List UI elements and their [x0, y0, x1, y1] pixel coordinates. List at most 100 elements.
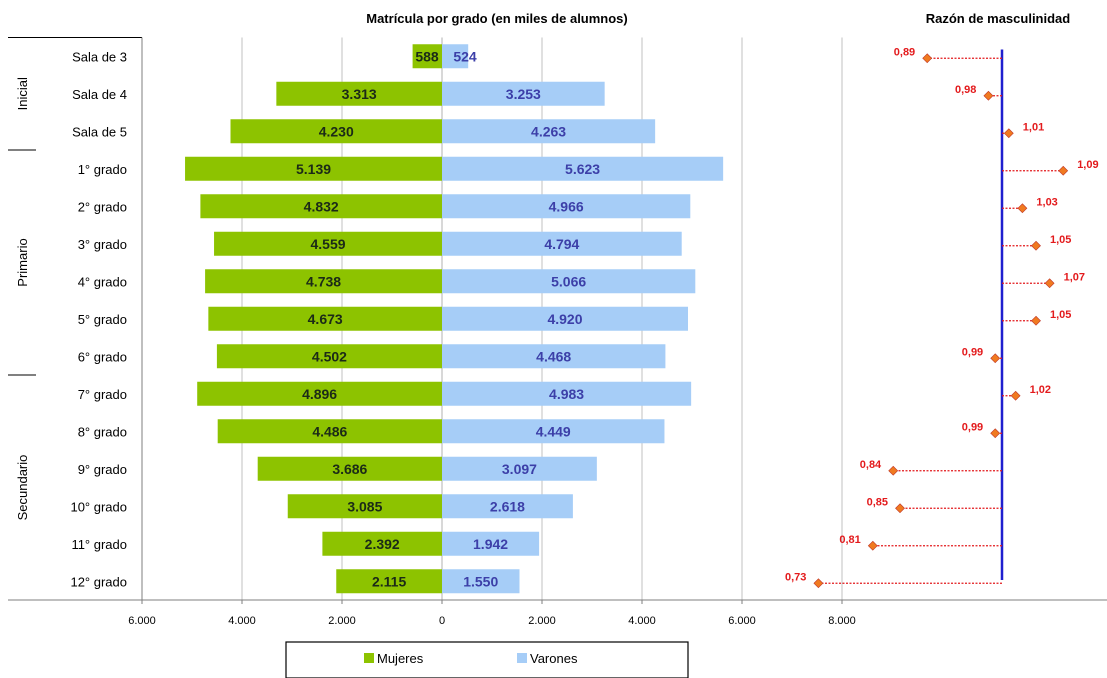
category-label-7-grado: 7° grado: [78, 387, 127, 402]
legend: Mujeres Varones: [285, 641, 689, 678]
data-label-mujeres-9-grado: 3.686: [332, 461, 367, 477]
data-label-varones-8-grado: 4.449: [536, 423, 571, 439]
bar-varones-4-grado: [442, 269, 696, 294]
bar-mujeres-1-grado: [185, 156, 443, 181]
data-label-varones-3-grado: 4.794: [544, 236, 579, 252]
ratio-label-8-grado: 0,99: [962, 421, 983, 433]
pyramid-title: Matrícula por grado (en miles de alumnos…: [366, 11, 628, 26]
bar-varones-10-grado: [442, 494, 573, 519]
group-label-primario: Primario: [15, 238, 30, 286]
data-label-mujeres-1-grado: 5.139: [296, 161, 331, 177]
ratio-marker-sala-de-3: [922, 53, 933, 64]
data-label-varones-6-grado: 4.468: [536, 348, 571, 364]
bar-mujeres-6-grado: [216, 344, 442, 369]
x-tick-label: 4.000: [228, 615, 256, 627]
legend-box: [285, 641, 689, 678]
ratio-marker-2-grado: [1017, 203, 1028, 214]
data-label-mujeres-3-grado: 4.559: [311, 236, 346, 252]
category-label-sala-de-5: Sala de 5: [72, 124, 127, 139]
group-label-secundario: Secundario: [15, 455, 30, 521]
category-label-10-grado: 10° grado: [70, 499, 127, 514]
ratio-marker-10-grado: [895, 503, 905, 514]
ratio-label-2-grado: 1,03: [1036, 196, 1057, 208]
bar-varones-9-grado: [442, 456, 597, 481]
ratio-label-5-grado: 1,05: [1050, 309, 1071, 321]
bar-varones-sala-de-3: [442, 44, 469, 69]
data-label-mujeres-sala-de-3: 588: [415, 48, 439, 64]
ratio-title: Razón de masculinidad: [926, 11, 1071, 26]
category-labels: Sala de 3 Sala de 4 Sala de 5 1° grado 2° gr…: [70, 49, 127, 589]
category-label-8-grado: 8° grado: [78, 424, 127, 439]
bar-varones-sala-de-4: [442, 81, 605, 106]
bar-mujeres-sala-de-5: [230, 119, 442, 144]
bar-mujeres-12-grado: [336, 569, 442, 594]
x-tick-label: 4.000: [628, 615, 656, 627]
ratio-label-11-grado: 0,81: [839, 534, 860, 546]
ratio-label-sala-de-5: 1,01: [1023, 121, 1044, 133]
bar-mujeres-5-grado: [208, 306, 442, 331]
x-axis-ticks: 6.000 4.000 2.000 0 2.000 4.000 6.000 8.000: [128, 600, 856, 627]
legend-label-mujeres: Mujeres: [377, 651, 424, 666]
data-label-varones-10-grado: 2.618: [490, 498, 525, 514]
data-label-mujeres-sala-de-4: 3.313: [342, 86, 377, 102]
bar-mujeres-3-grado: [214, 231, 442, 256]
ratio-marker-3-grado: [1031, 240, 1041, 251]
bar-mujeres-7-grado: [197, 381, 442, 406]
bar-varones-5-grado: [442, 306, 688, 331]
bar-mujeres-sala-de-4: [276, 81, 442, 106]
data-label-mujeres-10-grado: 3.085: [347, 498, 382, 514]
bar-varones-6-grado: [442, 344, 666, 369]
category-label-5-grado: 5° grado: [78, 312, 127, 327]
data-label-mujeres-sala-de-5: 4.230: [319, 123, 354, 139]
ratio-marker-sala-de-4: [983, 90, 994, 101]
bar-mujeres-10-grado: [287, 494, 442, 519]
x-tick-label: 8.000: [828, 615, 856, 627]
data-label-varones-sala-de-5: 4.263: [531, 123, 566, 139]
legend-swatch-mujeres: [364, 653, 374, 663]
x-tick-label: 6.000: [128, 615, 156, 627]
data-label-varones-1-grado: 5.623: [565, 161, 600, 177]
data-label-varones-4-grado: 5.066: [551, 273, 586, 289]
ratio-marker-9-grado: [888, 465, 899, 476]
data-label-varones-sala-de-4: 3.253: [506, 86, 541, 102]
ratio-label-7-grado: 1,02: [1030, 384, 1051, 396]
data-label-varones-12-grado: 1.550: [463, 573, 498, 589]
bar-mujeres-sala-de-3: [412, 44, 442, 69]
data-label-varones-7-grado: 4.983: [549, 386, 584, 402]
ratio-label-9-grado: 0,84: [860, 459, 882, 471]
data-label-mujeres-5-grado: 4.673: [308, 311, 343, 327]
category-label-3-grado: 3° grado: [78, 237, 127, 252]
legend-label-varones: Varones: [530, 651, 578, 666]
category-label-1-grado: 1° grado: [78, 162, 127, 177]
bar-varones-11-grado: [442, 531, 540, 556]
data-label-varones-2-grado: 4.966: [549, 198, 584, 214]
ratio-marker-8-grado: [990, 428, 1001, 439]
data-label-varones-sala-de-3: 524: [453, 48, 477, 64]
ratio-label-1-grado: 1,09: [1077, 159, 1098, 171]
group-labels: Inicial Primario Secundario: [15, 77, 30, 520]
category-label-2-grado: 2° grado: [78, 199, 127, 214]
bar-mujeres-11-grado: [322, 531, 442, 556]
bar-mujeres-9-grado: [257, 456, 442, 481]
bar-mujeres-8-grado: [217, 419, 442, 444]
data-label-varones-11-grado: 1.942: [473, 536, 508, 552]
ratio-marker-11-grado: [867, 540, 878, 551]
bar-varones-7-grado: [442, 381, 692, 406]
category-label-9-grado: 9° grado: [78, 462, 127, 477]
x-tick-label: 2.000: [328, 615, 356, 627]
ratio-label-6-grado: 0,99: [962, 346, 983, 358]
legend-swatch-varones: [517, 653, 527, 663]
ratio-label-12-grado: 0,73: [785, 571, 806, 583]
ratio-marker-1-grado: [1058, 165, 1069, 176]
bar-mujeres-2-grado: [200, 194, 442, 219]
ratio-marker-7-grado: [1010, 390, 1021, 401]
x-tick-label: 0: [439, 615, 445, 627]
category-label-12-grado: 12° grado: [70, 574, 127, 589]
data-label-varones-5-grado: 4.920: [547, 311, 582, 327]
data-label-mujeres-6-grado: 4.502: [312, 348, 347, 364]
category-label-sala-de-4: Sala de 4: [72, 87, 127, 102]
data-label-mujeres-11-grado: 2.392: [365, 536, 400, 552]
ratio-marker-4-grado: [1044, 278, 1055, 289]
data-label-mujeres-7-grado: 4.896: [302, 386, 337, 402]
